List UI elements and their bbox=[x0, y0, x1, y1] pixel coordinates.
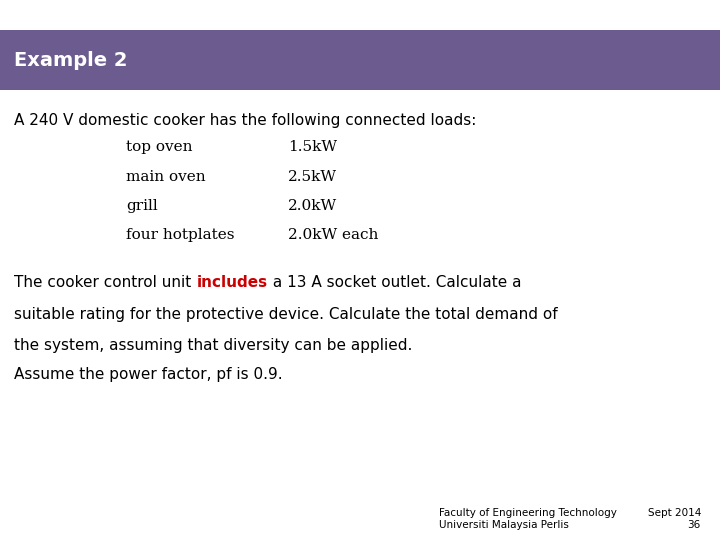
Text: top oven: top oven bbox=[126, 140, 192, 154]
Text: 36: 36 bbox=[688, 520, 701, 530]
Bar bbox=[0, 30, 720, 90]
Text: A 240 V domestic cooker has the following connected loads:: A 240 V domestic cooker has the followin… bbox=[14, 113, 477, 129]
Text: the system, assuming that diversity can be applied.: the system, assuming that diversity can … bbox=[14, 338, 413, 353]
Text: Example 2: Example 2 bbox=[14, 51, 128, 70]
Text: 2.5kW: 2.5kW bbox=[288, 170, 337, 184]
Text: Sept 2014: Sept 2014 bbox=[648, 508, 701, 518]
Text: Universiti Malaysia Perlis: Universiti Malaysia Perlis bbox=[439, 520, 569, 530]
Text: 2.0kW each: 2.0kW each bbox=[288, 228, 379, 242]
Text: four hotplates: four hotplates bbox=[126, 228, 235, 242]
Text: Assume the power factor, pf is 0.9.: Assume the power factor, pf is 0.9. bbox=[14, 367, 283, 382]
Text: 2.0kW: 2.0kW bbox=[288, 199, 337, 213]
Text: Faculty of Engineering Technology: Faculty of Engineering Technology bbox=[439, 508, 617, 518]
Text: 1.5kW: 1.5kW bbox=[288, 140, 337, 154]
Text: main oven: main oven bbox=[126, 170, 206, 184]
Text: includes: includes bbox=[197, 275, 268, 291]
Text: grill: grill bbox=[126, 199, 158, 213]
Text: a 13 A socket outlet. Calculate a: a 13 A socket outlet. Calculate a bbox=[268, 275, 521, 291]
Text: The cooker control unit: The cooker control unit bbox=[14, 275, 197, 291]
Text: suitable rating for the protective device. Calculate the total demand of: suitable rating for the protective devic… bbox=[14, 307, 558, 322]
